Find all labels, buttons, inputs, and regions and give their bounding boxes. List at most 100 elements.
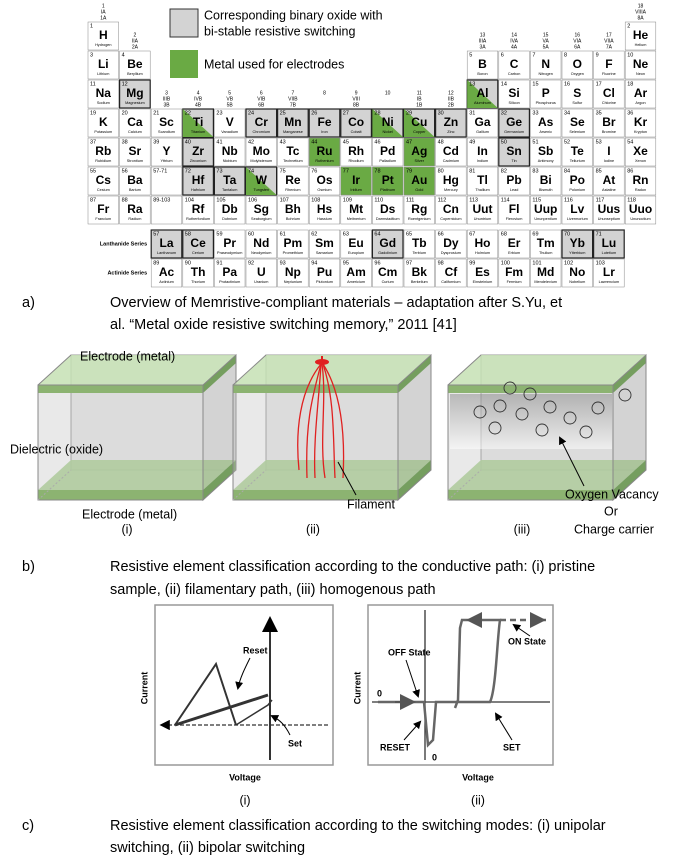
atomic-number: 53 xyxy=(596,139,602,145)
element-name: Palladium xyxy=(379,159,396,163)
element-name: Fluorine xyxy=(602,72,616,76)
element-symbol: Nd xyxy=(253,236,269,250)
atomic-number: 15 xyxy=(532,81,538,87)
element-symbol: In xyxy=(477,144,488,158)
label-c: c) xyxy=(22,818,34,834)
periodic-table: 1HHydrogen2HeHelium3LiLithium4BeBerylliu… xyxy=(88,3,656,287)
group-header: 4B xyxy=(195,102,202,108)
element-name: Calcium xyxy=(128,130,142,134)
element-symbol: Hg xyxy=(443,173,459,187)
element-name: Gallium xyxy=(476,130,489,134)
element-name: Zirconium xyxy=(190,159,207,163)
element-name: Holmium xyxy=(475,251,490,255)
element-name: Plutonium xyxy=(316,280,333,284)
element-symbol: Rb xyxy=(95,144,111,158)
element-symbol: Sn xyxy=(506,144,521,158)
element-name: Chromium xyxy=(253,130,271,134)
element-name: Americium xyxy=(347,280,365,284)
element-name: Cesium xyxy=(97,188,110,192)
atomic-number: 26 xyxy=(311,110,317,116)
element-symbol: Xe xyxy=(633,144,648,158)
atomic-number: 28 xyxy=(374,110,380,116)
sub-label: (ii) xyxy=(306,522,320,536)
legend-oxide-line2: bi-stable resistive switching xyxy=(204,24,355,38)
element-symbol: Co xyxy=(348,115,364,129)
element-symbol: Bh xyxy=(285,202,301,216)
filament-label: Filament xyxy=(347,497,395,511)
or-label: Or xyxy=(604,504,618,518)
element-name: Barium xyxy=(129,188,141,192)
atomic-number: 74 xyxy=(248,168,254,174)
element-name: Tellurium xyxy=(570,159,585,163)
element-symbol: Be xyxy=(127,57,143,71)
element-symbol: Ac xyxy=(159,265,175,279)
element-name: Einsteinium xyxy=(473,280,493,284)
element-name: Magnesium xyxy=(125,101,145,105)
element-name: Neptunium xyxy=(284,280,302,284)
element-name: Neon xyxy=(636,72,645,76)
atomic-number: 77 xyxy=(343,168,349,174)
atomic-number: 78 xyxy=(374,168,380,174)
element-symbol: Pr xyxy=(223,236,236,250)
figure: 1HHydrogen2HeHelium3LiLithium4BeBerylliu… xyxy=(0,0,682,859)
off-state-label: OFF State xyxy=(388,647,431,657)
reset-label: Reset xyxy=(243,645,268,655)
sub-label: (i) xyxy=(121,522,132,536)
element-name: Ytterbium xyxy=(569,251,585,255)
cube-pristine xyxy=(38,355,236,500)
element-name: Hafnium xyxy=(191,188,205,192)
element-symbol: Cl xyxy=(603,86,615,100)
group-header: 7B xyxy=(290,102,297,108)
element-name: Selenium xyxy=(569,130,585,134)
element-name: Osmium xyxy=(317,188,331,192)
element-symbol: Ra xyxy=(127,202,143,216)
sub-label: (iii) xyxy=(514,522,531,536)
set-label: SET xyxy=(503,742,521,752)
element-symbol: Re xyxy=(285,173,301,187)
element-symbol: Na xyxy=(96,86,112,100)
element-symbol: C xyxy=(510,57,519,71)
element-symbol: Sm xyxy=(315,236,334,250)
atomic-number: 92 xyxy=(248,260,254,266)
plot-frame xyxy=(155,605,333,765)
atomic-number: 19 xyxy=(90,110,96,116)
element-name: Mercury xyxy=(444,188,458,192)
element-symbol: V xyxy=(226,115,234,129)
group-header: 1B xyxy=(416,102,423,108)
element-name: Nobelium xyxy=(569,280,585,284)
group-header: 6A xyxy=(574,44,581,50)
element-symbol: Rf xyxy=(192,202,206,216)
element-symbol: Al xyxy=(477,86,489,100)
element-name: Molybdenum xyxy=(250,159,272,163)
page: 1HHydrogen2HeHelium3LiLithium4BeBerylliu… xyxy=(0,0,682,859)
legend-swatch-electrode xyxy=(170,50,198,78)
element-symbol: I xyxy=(607,144,610,158)
element-name: Lawrencium xyxy=(599,280,619,284)
zero-label: 0 xyxy=(377,688,382,698)
element-name: Phosphorus xyxy=(536,101,556,105)
element-symbol: Db xyxy=(222,202,238,216)
atomic-number: 36 xyxy=(627,110,633,116)
element-name: Polonium xyxy=(569,188,585,192)
element-symbol: Mg xyxy=(126,86,143,100)
element-symbol: Pa xyxy=(222,265,237,279)
element-symbol: Ba xyxy=(127,173,143,187)
set-label: Set xyxy=(288,738,302,748)
element-name: Carbon xyxy=(508,72,520,76)
element-name: Terbium xyxy=(413,251,427,255)
element-symbol: Tl xyxy=(477,173,488,187)
element-name: Potassium xyxy=(94,130,112,134)
element-symbol: Au xyxy=(411,173,427,187)
atomic-number: 9 xyxy=(596,52,599,58)
top-electrode-label: Electrode (metal) xyxy=(80,349,175,363)
element-name: Oxygen xyxy=(571,72,584,76)
atomic-number: 73 xyxy=(216,168,222,174)
element-name: Bismuth xyxy=(539,188,553,192)
element-symbol: Si xyxy=(508,86,519,100)
group-header: 2A xyxy=(132,44,139,50)
legend-electrode: Metal used for electrodes xyxy=(204,57,344,71)
element-symbol: Cn xyxy=(443,202,459,216)
element-symbol: Er xyxy=(508,236,521,250)
group-header: 5B xyxy=(227,102,234,108)
element-name: Darmstadtium xyxy=(376,217,400,221)
